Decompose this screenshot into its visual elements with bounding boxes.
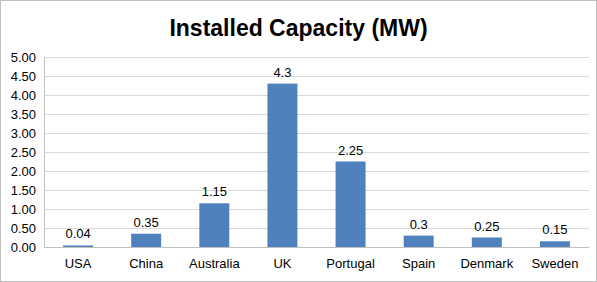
grid-line [44, 152, 589, 153]
y-tick: 3.50 [11, 107, 44, 122]
y-axis: 0.00 0.50 1.00 1.50 2.00 2.50 3.00 3.50 4.00 4.50… [11, 50, 45, 255]
x-axis-line [45, 247, 590, 248]
bar [336, 162, 366, 248]
plot: 0.00 0.50 1.00 1.50 2.00 2.50 3.00 3.50 4.00 4.50… [11, 50, 590, 272]
bar [404, 236, 434, 247]
y-tick-label: 5.00 [11, 50, 36, 65]
data-label: 0.25 [474, 219, 499, 234]
y-tick: 3.00 [11, 126, 44, 141]
title: Installed Capacity (MW) [169, 15, 427, 41]
x-tick: China [129, 247, 164, 271]
x-tick: Portugal [326, 247, 375, 271]
y-tick-label: 0.50 [11, 221, 36, 236]
grid-line [44, 171, 589, 172]
grid-line [44, 190, 589, 191]
y-tick: 1.00 [11, 202, 44, 217]
x-tick-label: UK [273, 256, 291, 271]
x-tick: USA [65, 247, 92, 271]
grid-line [44, 95, 589, 96]
y-tick-label: 2.00 [11, 164, 36, 179]
bar [199, 203, 229, 247]
x-tick-label: Sweden [531, 256, 578, 271]
bar [540, 241, 570, 247]
data-label: 2.25 [338, 143, 363, 158]
bars [63, 84, 570, 247]
y-tick: 4.00 [11, 88, 44, 103]
chart-border [1, 1, 597, 282]
x-tick: Denmark [460, 247, 513, 271]
y-tick: 0.00 [11, 240, 44, 255]
grid-line [44, 76, 589, 77]
bar [472, 238, 502, 248]
y-axis-line [44, 58, 45, 248]
y-tick-label: 2.50 [11, 145, 36, 160]
data-label: 1.15 [202, 184, 227, 199]
data-label: 0.35 [134, 215, 159, 230]
bar [267, 84, 297, 247]
y-tick: 4.50 [11, 69, 44, 84]
y-tick-label: 1.00 [11, 202, 36, 217]
x-axis: USA China Australia UK Portugal Spain Denmark S… [45, 247, 590, 271]
x-tick-label: Spain [402, 256, 435, 271]
y-tick: 0.50 [11, 221, 44, 236]
x-tick-label: China [129, 256, 164, 271]
x-tick-label: Denmark [460, 256, 513, 271]
y-tick-label: 4.00 [11, 88, 36, 103]
x-tick-label: Portugal [326, 256, 375, 271]
grid-line [44, 114, 589, 115]
data-label: 4.3 [273, 65, 291, 80]
data-labels: 0.04 0.35 1.15 4.3 2.25 0.3 0.25 0.15 [65, 65, 567, 242]
y-tick: 2.50 [11, 145, 44, 160]
data-label: 0.3 [410, 217, 428, 232]
y-tick-label: 3.00 [11, 126, 36, 141]
chart: Installed Capacity (MW) 0.00 0.50 1.00 1.50 2… [0, 0, 597, 282]
grid-line [44, 133, 589, 134]
data-label: 0.04 [65, 226, 90, 241]
y-tick-label: 3.50 [11, 107, 36, 122]
y-tick-label: 1.50 [11, 183, 36, 198]
y-tick: 2.00 [11, 164, 44, 179]
y-tick-label: 0.00 [11, 240, 36, 255]
bar [131, 234, 161, 247]
bar [63, 245, 93, 247]
x-tick-label: USA [65, 256, 92, 271]
data-label: 0.15 [542, 222, 567, 237]
x-tick: Spain [402, 247, 435, 271]
x-tick-label: Australia [189, 256, 240, 271]
grid-line [44, 228, 589, 229]
x-tick: Sweden [531, 247, 578, 271]
grid-line [44, 209, 589, 210]
grid-line [44, 247, 589, 248]
y-tick: 5.00 [11, 50, 44, 65]
grid [44, 57, 589, 247]
grid-line [44, 57, 589, 58]
y-tick-label: 4.50 [11, 69, 36, 84]
x-tick: UK [273, 247, 291, 271]
y-tick: 1.50 [11, 183, 44, 198]
x-tick: Australia [189, 247, 240, 271]
